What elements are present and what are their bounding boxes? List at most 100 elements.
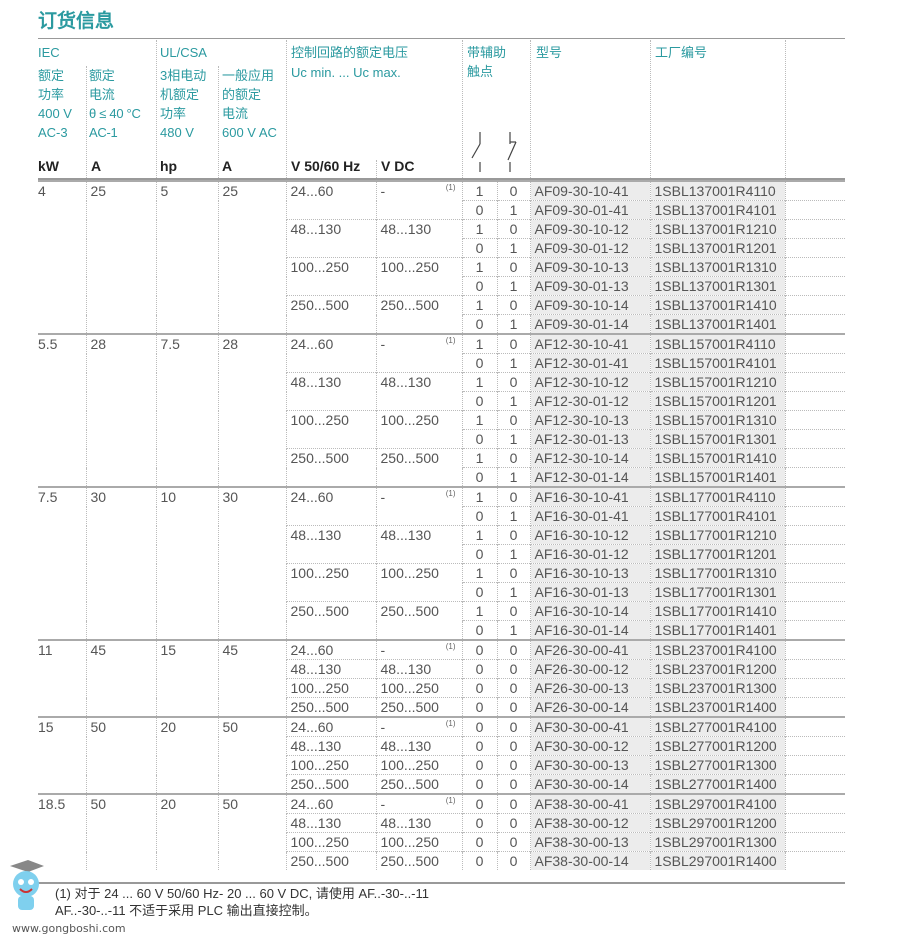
voltage-ac: 24...60 [285, 333, 376, 373]
factory-code: 1SBL177001R1310 [649, 563, 785, 583]
factory-code: 1SBL137001R4101 [649, 200, 785, 220]
table-row: 250...500 250...500 1 0 AF09-30-10-14 1SBL137… [38, 295, 845, 334]
footnote-marker: (1) [445, 719, 456, 728]
rated-power: 4 [38, 180, 86, 334]
aux-nc-count: 1 [496, 391, 530, 411]
aux-nc-count: 0 [496, 774, 530, 794]
aux-nc-count: 1 [496, 276, 530, 296]
aux-nc-count: 1 [496, 314, 530, 334]
aux-nc-count: 0 [496, 295, 530, 315]
type-code: AF26-30-00-12 [529, 659, 650, 679]
empty-cell [784, 314, 845, 334]
table-row: 250...500 250...500 1 0 AF12-30-10-14 1SBL157… [38, 448, 845, 487]
footnote-marker: (1) [445, 796, 456, 805]
empty-cell [784, 813, 845, 833]
factory-code: 1SBL277001R1400 [649, 774, 785, 794]
aux-no-count: 0 [461, 276, 497, 296]
voltage-dc: 250...500 [375, 295, 462, 334]
factory-code: 1SBL237001R1300 [649, 678, 785, 698]
aux-nc-count: 0 [496, 697, 530, 717]
aux-no-count: 0 [461, 832, 497, 852]
empty-cell [784, 601, 845, 621]
voltage-dc-value: 48...130 [380, 738, 432, 754]
header-ulcsa: UL/CSA [160, 45, 207, 60]
voltage-dc-value: 48...130 [380, 815, 432, 831]
header-rated-current: 额定 电流 θ ≤ 40 °C AC-1 [89, 68, 141, 140]
table-row: 48...130 48...130 0 0 AF26-30-00-12 1SBL23700… [38, 659, 845, 679]
table-row: 0 1 AF16-30-01-14 1SBL177001R1401 [38, 620, 845, 640]
type-code: AF12-30-10-14 [529, 448, 650, 468]
type-code: AF16-30-01-41 [529, 506, 650, 526]
aux-no-count: 0 [461, 506, 497, 526]
aux-nc-count: 0 [496, 736, 530, 756]
voltage-ac: 250...500 [285, 295, 376, 334]
type-code: AF26-30-00-13 [529, 678, 650, 698]
voltage-ac: 48...130 [285, 659, 376, 679]
empty-cell [784, 851, 845, 870]
factory-code: 1SBL137001R1310 [649, 257, 785, 277]
divider [38, 38, 845, 39]
voltage-dc-value: 100...250 [380, 680, 439, 696]
type-code: AF38-30-00-14 [529, 851, 650, 870]
aux-nc-count: 0 [496, 716, 530, 737]
table-row: 7.5 30 10 30 24...60- (1) 1 0 AF16-30-10-41 1SBL1… [38, 486, 845, 640]
factory-code: 1SBL137001R1210 [649, 219, 785, 239]
empty-cell [784, 295, 845, 315]
empty-cell [784, 697, 845, 717]
aux-no-count: 0 [461, 582, 497, 602]
aux-no-count: 1 [461, 486, 497, 507]
empty-cell [784, 563, 845, 583]
header-general-current: 一般应用 的额定 电流 600 V AC [222, 68, 277, 140]
table-row: 250...500 250...500 0 0 AF38-30-00-14 1SBL297… [38, 851, 845, 870]
factory-code: 1SBL137001R1401 [649, 314, 785, 334]
footnote-marker: (1) [445, 642, 456, 651]
type-code: AF09-30-01-13 [529, 276, 650, 296]
aux-no-count: 0 [461, 659, 497, 679]
table-row: 100...250 100...250 0 0 AF30-30-00-13 1SBL277… [38, 755, 845, 775]
type-code: AF12-30-01-12 [529, 391, 650, 411]
type-code: AF38-30-00-13 [529, 832, 650, 852]
aux-no-count: 1 [461, 257, 497, 277]
empty-cell [784, 467, 845, 487]
voltage-dc-value: 48...130 [380, 374, 432, 390]
voltage-dc-value: 48...130 [380, 221, 432, 237]
voltage-dc: 100...250 [375, 678, 462, 698]
aux-nc-count: 0 [496, 410, 530, 430]
voltage-ac: 100...250 [285, 257, 376, 296]
factory-code: 1SBL177001R1210 [649, 525, 785, 545]
rated-power: 5.5 [38, 333, 86, 487]
table-row: 0 1 AF09-30-01-12 1SBL137001R1201 [38, 238, 845, 258]
table-row: 48...130 48...130 0 0 AF38-30-00-12 1SBL29700… [38, 813, 845, 833]
aux-nc-count: 0 [496, 180, 530, 201]
type-code: AF12-30-01-13 [529, 429, 650, 449]
table-row: 48...130 48...130 1 0 AF12-30-10-12 1SBL15700… [38, 372, 845, 411]
voltage-dc: 250...500 [375, 851, 462, 870]
table-row: 0 1 AF09-30-01-14 1SBL137001R1401 [38, 314, 845, 334]
divider [38, 178, 845, 180]
voltage-ac: 100...250 [285, 832, 376, 852]
header-control-range: Uc min. ... Uc max. [291, 65, 401, 80]
voltage-dc: 48...130 [375, 736, 462, 756]
aux-no-count: 0 [461, 716, 497, 737]
type-code: AF09-30-01-14 [529, 314, 650, 334]
table-row: 0 1 AF12-30-01-41 1SBL157001R4101 [38, 353, 845, 373]
type-code: AF16-30-10-13 [529, 563, 650, 583]
factory-code: 1SBL157001R1401 [649, 467, 785, 487]
type-code: AF30-30-00-13 [529, 755, 650, 775]
aux-no-count: 0 [461, 238, 497, 258]
aux-nc-count: 1 [496, 467, 530, 487]
factory-code: 1SBL177001R4101 [649, 506, 785, 526]
aux-no-count: 0 [461, 774, 497, 794]
factory-code: 1SBL297001R1200 [649, 813, 785, 833]
voltage-dc-value: - [380, 719, 386, 735]
footnote-marker: (1) [445, 336, 456, 345]
aux-nc-count: 1 [496, 200, 530, 220]
type-code: AF26-30-00-14 [529, 697, 650, 717]
aux-no-count: 0 [461, 678, 497, 698]
voltage-dc-value: 250...500 [380, 699, 439, 715]
empty-cell [784, 659, 845, 679]
voltage-ac: 48...130 [285, 525, 376, 564]
voltage-dc: - (1) [375, 716, 462, 737]
voltage-dc-value: - [380, 489, 386, 505]
voltage-dc-value: - [380, 336, 386, 352]
